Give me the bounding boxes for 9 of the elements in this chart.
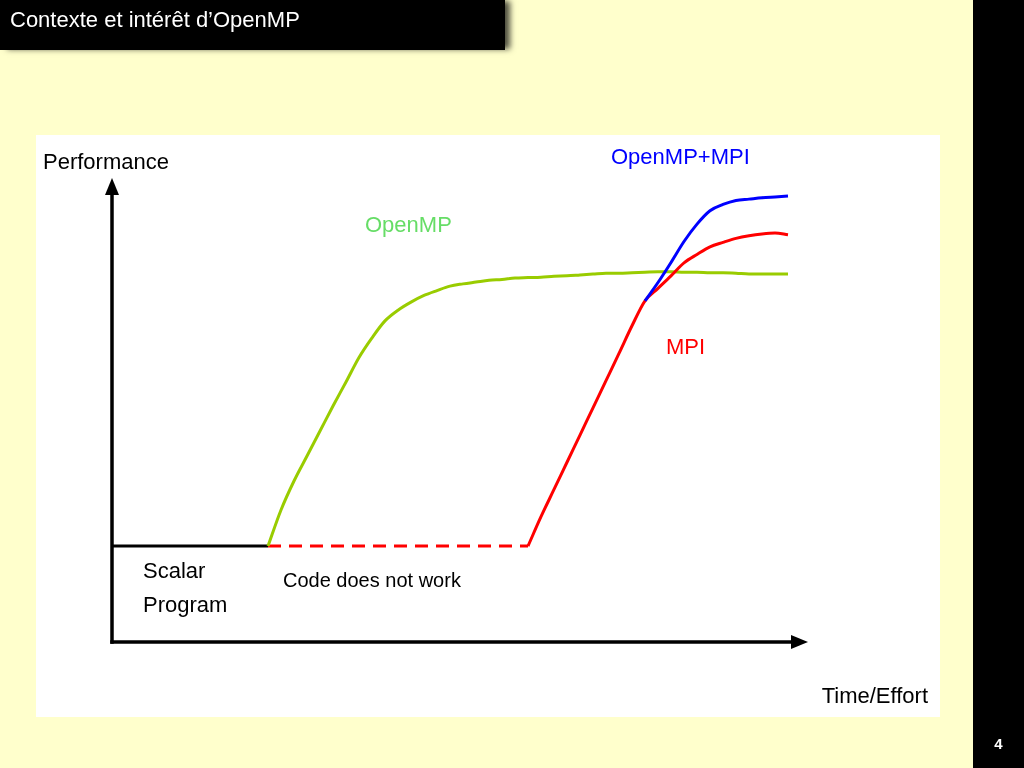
chart-title: Contexte et intérêt d’OpenMP	[10, 7, 300, 33]
text: 4	[993, 734, 1004, 754]
y-axis-title: Performance	[43, 149, 169, 175]
series-label: Scalar Program	[143, 558, 228, 618]
annotation: Code does not work	[283, 568, 462, 591]
x-axis-title: Time/Effort	[821, 683, 928, 709]
series-label: OpenMP+MPI	[611, 144, 750, 170]
text: OpenMP	[365, 212, 452, 238]
series-label: MPI	[666, 334, 706, 360]
